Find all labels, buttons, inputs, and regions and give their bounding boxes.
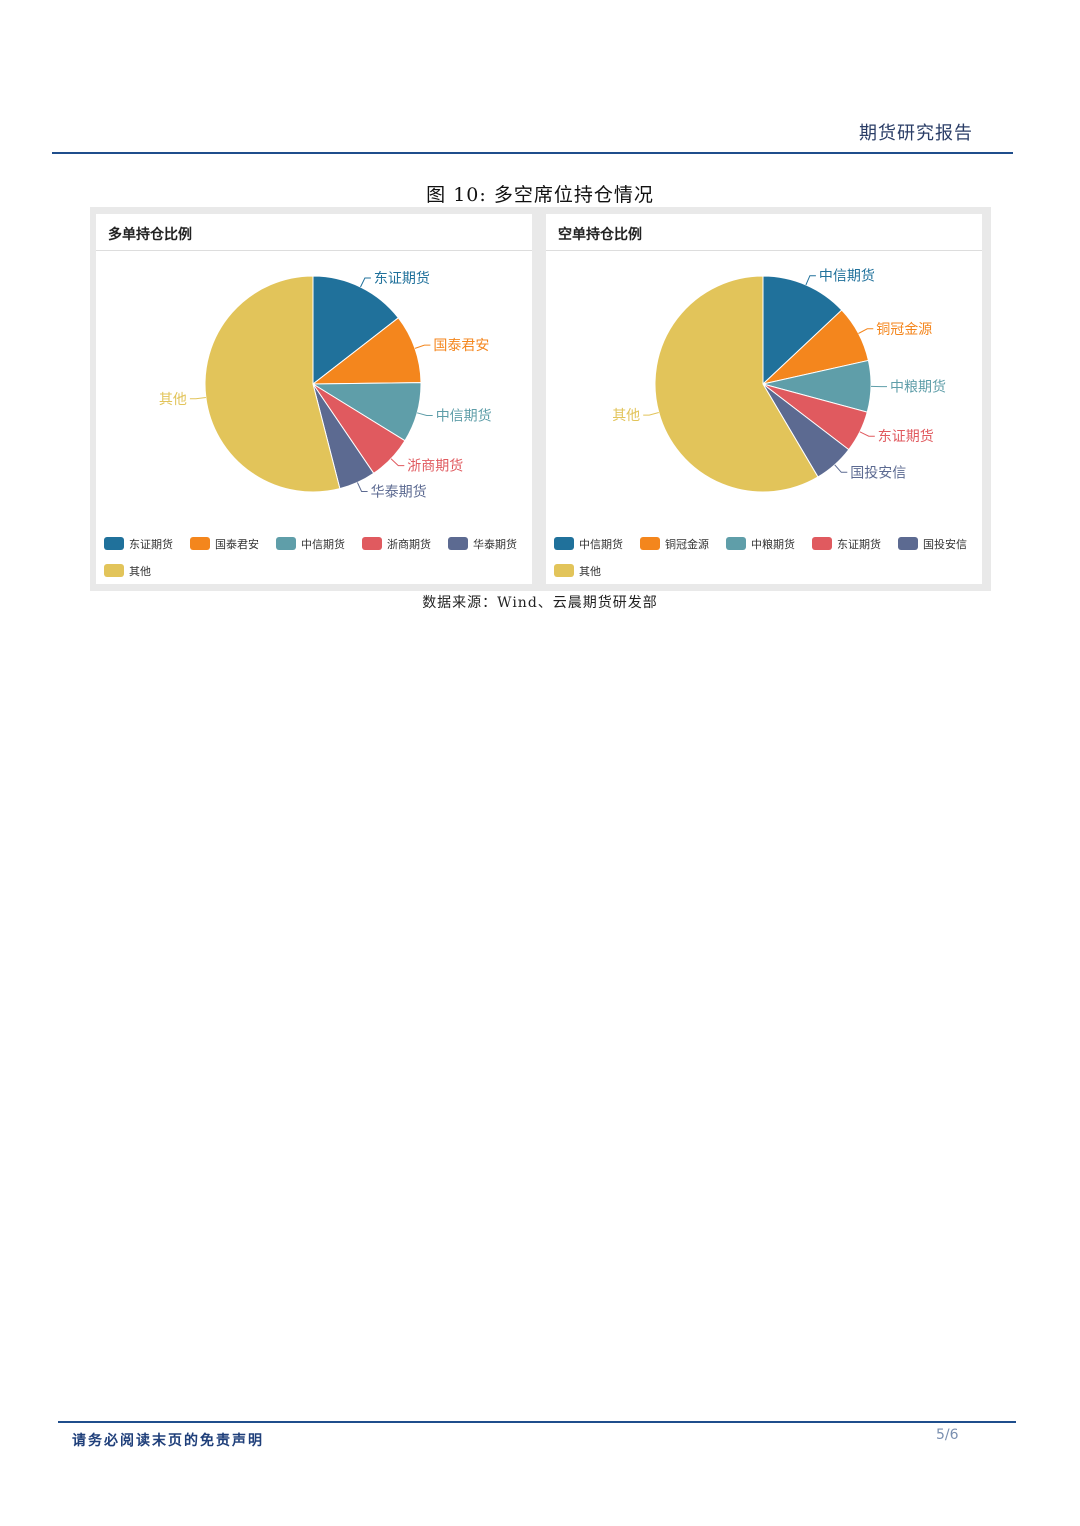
legend-swatch-3[interactable] — [726, 537, 746, 550]
legend-swatch-4[interactable] — [812, 537, 832, 550]
footer-disclaimer: 请务必阅读末页的免责声明 — [72, 1433, 264, 1449]
long-chart-title-divider — [96, 250, 532, 251]
slice-label-leader-2 — [858, 328, 874, 334]
legend-label-6[interactable]: 其他 — [129, 565, 151, 578]
pie-slice-1 — [312, 275, 400, 386]
slice-label-leader-4 — [859, 431, 875, 437]
legend-label-5[interactable]: 华泰期货 — [473, 537, 517, 551]
legend-label-5[interactable]: 国投安信 — [923, 537, 967, 551]
header-divider — [52, 152, 1013, 154]
pie-slice-1 — [762, 275, 843, 386]
legend-swatch-1[interactable] — [104, 537, 124, 550]
legend-label-6[interactable]: 其他 — [579, 565, 601, 578]
legend-label-4[interactable]: 浙商期货 — [387, 537, 431, 551]
legend-label-2[interactable]: 国泰君安 — [215, 537, 259, 551]
figure-caption: 图 10: 多空席位持仓情况 — [426, 184, 654, 206]
slice-label-5: 华泰期货 — [371, 484, 427, 501]
data-source-note: 数据来源：Wind、云晨期货研发部 — [422, 595, 658, 611]
pie-slice-6 — [204, 275, 341, 493]
pie-slice-2 — [311, 317, 422, 385]
page-number: 5/6 — [936, 1427, 959, 1443]
slice-label-3: 中信期货 — [436, 408, 492, 425]
long-chart-title: 多单持仓比例 — [108, 227, 192, 243]
slice-label-6: 其他 — [612, 408, 640, 424]
slice-label-2: 铜冠金源 — [876, 322, 932, 338]
legend-swatch-1[interactable] — [554, 537, 574, 550]
footer-divider — [58, 1421, 1016, 1423]
slice-label-leader-4 — [390, 458, 405, 467]
legend-swatch-2[interactable] — [190, 537, 210, 550]
legend-label-2[interactable]: 铜冠金源 — [665, 537, 709, 551]
short-position-chart-panel: 空单持仓比例 中信期货 铜冠金源 中粮期货 东证期货 国投安信 其他 中信期货 铜冠金源 中粮期… — [546, 214, 982, 584]
legend-label-3[interactable]: 中信期货 — [301, 537, 345, 551]
short-chart-title: 空单持仓比例 — [558, 227, 642, 243]
legend-label-1[interactable]: 中信期货 — [579, 537, 623, 551]
legend-swatch-6[interactable] — [104, 564, 124, 577]
legend-swatch-4[interactable] — [362, 537, 382, 550]
slice-label-2: 国泰君安 — [433, 338, 489, 354]
legend-label-3[interactable]: 中粮期货 — [751, 537, 795, 551]
slice-label-leader-3 — [416, 412, 433, 416]
slice-label-leader-2 — [414, 344, 431, 349]
slice-label-leader-6 — [189, 397, 206, 400]
slice-label-leader-5 — [834, 464, 848, 473]
slice-label-6: 其他 — [159, 392, 187, 408]
legend-swatch-2[interactable] — [640, 537, 660, 550]
legend-label-1[interactable]: 东证期货 — [129, 537, 173, 551]
slice-label-leader-6 — [643, 412, 659, 416]
legend-swatch-6[interactable] — [554, 564, 574, 577]
report-header-title: 期货研究报告 — [859, 123, 973, 144]
short-chart-title-divider — [546, 250, 982, 251]
slice-label-1: 中信期货 — [819, 268, 875, 285]
slice-label-4: 浙商期货 — [407, 458, 463, 475]
slice-label-3: 中粮期货 — [890, 379, 946, 396]
legend-label-4[interactable]: 东证期货 — [837, 537, 881, 551]
slice-label-4: 东证期货 — [878, 428, 934, 445]
slice-label-5: 国投安信 — [850, 465, 906, 481]
slice-label-leader-1 — [805, 275, 816, 286]
pie-slice-6 — [654, 275, 819, 493]
legend-swatch-5[interactable] — [898, 537, 918, 550]
slice-label-leader-5 — [356, 482, 368, 492]
long-position-chart-panel: 多单持仓比例 东证期货 国泰君安 中信期货 浙商期货 华泰期货 其他 东证期货 国泰君安 中信期… — [96, 214, 532, 584]
slice-label-leader-1 — [360, 277, 371, 288]
legend-swatch-3[interactable] — [276, 537, 296, 550]
slice-label-1: 东证期货 — [374, 270, 430, 287]
legend-swatch-5[interactable] — [448, 537, 468, 550]
